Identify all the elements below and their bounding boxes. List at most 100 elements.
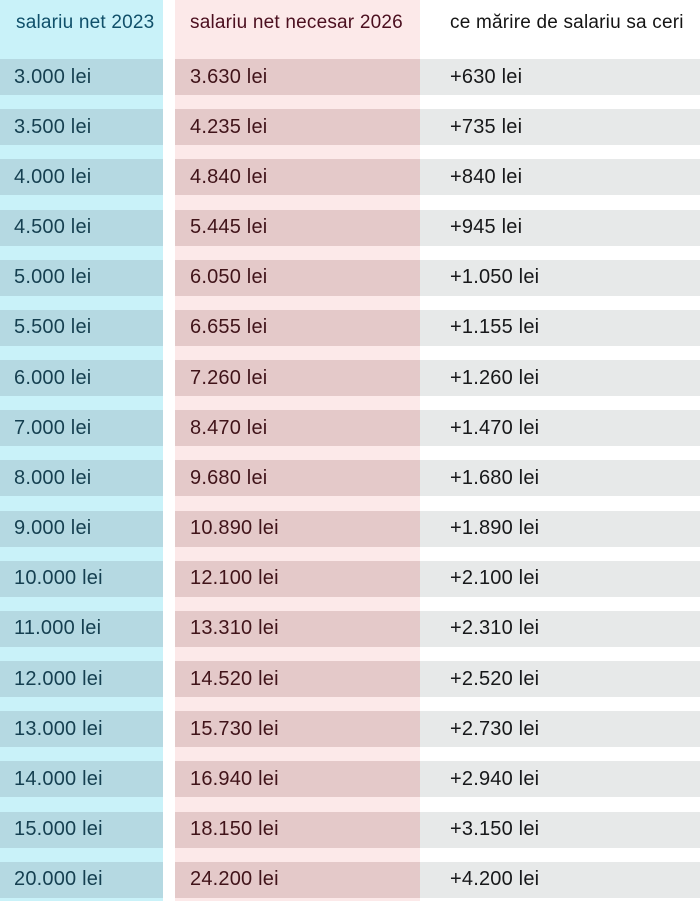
raise-value: +2.520 lei [450, 667, 540, 690]
cell-raise: +2.100 lei [420, 548, 700, 598]
raise-value: +1.470 lei [450, 416, 540, 439]
salary-2026-value: 16.940 lei [190, 767, 279, 790]
table-row: 11.000 lei 13.310 lei +2.310 lei [0, 598, 700, 648]
band-salary-2023: 14.000 lei [0, 761, 163, 798]
band-raise: +4.200 lei [420, 861, 700, 898]
table-row: 5.500 lei 6.655 lei +1.155 lei [0, 297, 700, 347]
raise-value: +4.200 lei [450, 868, 540, 891]
band-salary-2023: 9.000 lei [0, 510, 163, 547]
cell-gap [163, 698, 175, 748]
band-salary-2023: 5.000 lei [0, 259, 163, 296]
cell-gap [163, 146, 175, 196]
cell-salary-2026: 3.630 lei [175, 46, 420, 96]
band-salary-2023: 5.500 lei [0, 309, 163, 346]
band-salary-2023: 8.000 lei [0, 460, 163, 497]
table-row: 8.000 lei 9.680 lei +1.680 lei [0, 447, 700, 497]
table-row: 5.000 lei 6.050 lei +1.050 lei [0, 247, 700, 297]
band-salary-2023: 15.000 lei [0, 811, 163, 848]
band-salary-2023: 11.000 lei [0, 610, 163, 647]
cell-raise: +2.310 lei [420, 598, 700, 648]
salary-2026-value: 6.050 lei [190, 266, 268, 289]
raise-value: +735 lei [450, 115, 523, 138]
band-raise: +2.940 lei [420, 761, 700, 798]
band-raise: +2.730 lei [420, 711, 700, 748]
raise-value: +2.310 lei [450, 617, 540, 640]
salary-2026-value: 3.630 lei [190, 65, 268, 88]
table-row: 9.000 lei 10.890 lei +1.890 lei [0, 498, 700, 548]
salary-2026-value: 6.655 lei [190, 316, 268, 339]
cell-raise: +1.155 lei [420, 297, 700, 347]
salary-2023-value: 6.000 lei [14, 366, 92, 389]
band-salary-2026: 4.235 lei [175, 109, 420, 146]
band-salary-2026: 16.940 lei [175, 761, 420, 798]
cell-salary-2026: 6.050 lei [175, 247, 420, 297]
salary-2026-value: 24.200 lei [190, 868, 279, 891]
cell-salary-2023: 3.500 lei [0, 96, 163, 146]
cell-salary-2023: 5.000 lei [0, 247, 163, 297]
band-salary-2026: 8.470 lei [175, 410, 420, 447]
band-raise: +2.520 lei [420, 661, 700, 698]
salary-2023-value: 3.500 lei [14, 115, 92, 138]
table-header: salariu net 2023 salariu net necesar 202… [0, 0, 700, 46]
header-salary-2023: salariu net 2023 [0, 0, 163, 46]
cell-salary-2026: 4.840 lei [175, 146, 420, 196]
cell-salary-2026: 7.260 lei [175, 347, 420, 397]
raise-value: +2.940 lei [450, 767, 540, 790]
raise-value: +630 lei [450, 65, 523, 88]
salary-2023-value: 4.500 lei [14, 216, 92, 239]
cell-raise: +3.150 lei [420, 799, 700, 849]
cell-salary-2023: 15.000 lei [0, 799, 163, 849]
cell-gap [163, 297, 175, 347]
table-row: 15.000 lei 18.150 lei +3.150 lei [0, 799, 700, 849]
column-bg-salary-2023 [0, 0, 163, 901]
salary-2023-value: 8.000 lei [14, 466, 92, 489]
cell-salary-2026: 16.940 lei [175, 748, 420, 798]
band-salary-2026: 4.840 lei [175, 159, 420, 196]
salary-2023-value: 3.000 lei [14, 65, 92, 88]
cell-gap [163, 347, 175, 397]
cell-gap [163, 748, 175, 798]
salary-2023-value: 14.000 lei [14, 767, 103, 790]
band-raise: +1.260 lei [420, 360, 700, 397]
salary-2026-value: 10.890 lei [190, 517, 279, 540]
salary-2023-value: 20.000 lei [14, 868, 103, 891]
cell-gap [163, 849, 175, 899]
salary-2026-value: 7.260 lei [190, 366, 268, 389]
cell-salary-2023: 7.000 lei [0, 397, 163, 447]
band-raise: +3.150 lei [420, 811, 700, 848]
cell-salary-2026: 13.310 lei [175, 598, 420, 648]
salary-2023-value: 12.000 lei [14, 667, 103, 690]
salary-2023-value: 10.000 lei [14, 567, 103, 590]
table-row: 10.000 lei 12.100 lei +2.100 lei [0, 548, 700, 598]
salary-2023-value: 5.500 lei [14, 316, 92, 339]
band-raise: +1.155 lei [420, 309, 700, 346]
band-salary-2026: 3.630 lei [175, 59, 420, 95]
table-row: 13.000 lei 15.730 lei +2.730 lei [0, 698, 700, 748]
cell-salary-2026: 5.445 lei [175, 197, 420, 247]
salary-2026-value: 18.150 lei [190, 818, 279, 841]
band-raise: +2.310 lei [420, 610, 700, 647]
band-salary-2026: 9.680 lei [175, 460, 420, 497]
cell-raise: +1.680 lei [420, 447, 700, 497]
salary-2026-value: 8.470 lei [190, 416, 268, 439]
cell-salary-2023: 4.500 lei [0, 197, 163, 247]
header-salary-2023-label: salariu net 2023 [16, 12, 155, 33]
table-row: 3.500 lei 4.235 lei +735 lei [0, 96, 700, 146]
raise-value: +1.890 lei [450, 517, 540, 540]
band-salary-2023: 3.000 lei [0, 59, 163, 95]
band-salary-2023: 10.000 lei [0, 560, 163, 597]
cell-gap [163, 397, 175, 447]
raise-value: +1.155 lei [450, 316, 540, 339]
cell-raise: +2.520 lei [420, 648, 700, 698]
cell-salary-2026: 15.730 lei [175, 698, 420, 748]
header-salary-2026-label: salariu net necesar 2026 [190, 12, 403, 33]
band-raise: +1.890 lei [420, 510, 700, 547]
band-salary-2026: 15.730 lei [175, 711, 420, 748]
salary-2026-value: 15.730 lei [190, 717, 279, 740]
cell-salary-2026: 10.890 lei [175, 498, 420, 548]
column-bg-raise [420, 0, 700, 901]
band-raise: +1.050 lei [420, 259, 700, 296]
band-salary-2023: 4.000 lei [0, 159, 163, 196]
band-salary-2026: 13.310 lei [175, 610, 420, 647]
